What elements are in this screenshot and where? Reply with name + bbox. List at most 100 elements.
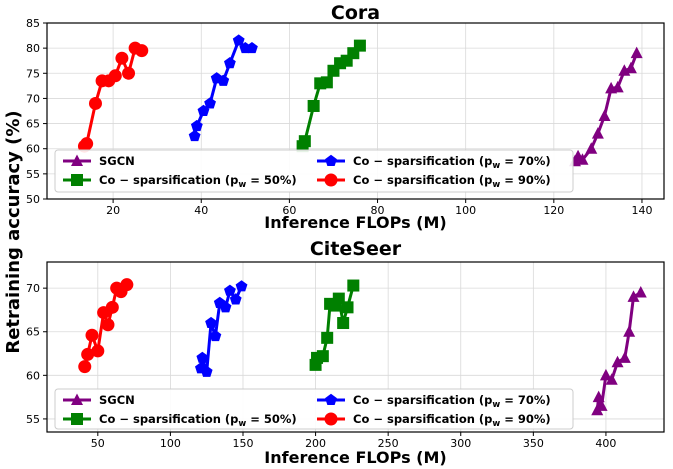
data-point: [627, 290, 640, 302]
data-point: [122, 66, 136, 80]
legend: SGCN Co − sparsification (pw = 70%) Co − s…: [54, 149, 574, 193]
data-point: [85, 328, 99, 342]
legend-label: Co − sparsification (pw = 90%): [353, 173, 551, 190]
legend-label: Co − sparsification (pw = 50%): [99, 412, 297, 429]
legend-box: [54, 149, 574, 193]
data-point: [108, 69, 122, 83]
series-triangle: [568, 46, 643, 167]
y-tick-label: 75: [26, 67, 40, 80]
x-tick-label: 150: [232, 437, 253, 450]
x-tick-label: 350: [523, 437, 544, 450]
series-triangle: [591, 286, 647, 416]
data-point: [196, 351, 209, 363]
data-point: [591, 127, 604, 139]
chart-title: Cora: [331, 2, 380, 24]
legend-label: Co − sparsification (pw = 90%): [353, 412, 551, 429]
data-point: [605, 373, 618, 385]
data-point: [246, 41, 258, 54]
x-axis-label: Inference FLOPs (M): [264, 448, 446, 467]
y-axis-label: Retraining accuracy (%): [3, 110, 24, 353]
legend-label: Co − sparsification (pw = 70%): [353, 393, 551, 410]
data-point: [634, 286, 647, 298]
data-point: [101, 318, 115, 332]
x-tick-label: 50: [91, 437, 105, 450]
y-tick-label: 65: [26, 118, 40, 131]
y-tick-label: 80: [26, 42, 40, 55]
legend-label: SGCN: [99, 393, 135, 407]
y-tick-label: 55: [26, 168, 40, 181]
data-point: [623, 325, 636, 337]
data-point: [599, 368, 612, 381]
y-tick-label: 65: [26, 326, 40, 339]
data-point: [135, 44, 149, 58]
data-point: [235, 280, 248, 292]
legend-entry: Co − sparsification (pw = 70%): [317, 154, 551, 171]
legend-marker: [71, 174, 83, 186]
data-point: [321, 331, 334, 344]
x-tick-label: 250: [378, 437, 399, 450]
x-tick-label: 100: [160, 437, 181, 450]
series-circle: [78, 278, 134, 374]
series-square: [296, 39, 366, 153]
data-point: [88, 96, 102, 110]
legend-entry: Co − sparsification (pw = 90%): [317, 412, 551, 429]
data-point: [80, 137, 94, 151]
x-tick-label: 20: [106, 204, 120, 217]
data-point: [298, 135, 311, 148]
legend-label: Co − sparsification (pw = 50%): [99, 173, 297, 190]
chart-title: CiteSeer: [310, 238, 402, 260]
x-tick-label: 40: [194, 204, 208, 217]
legend-label: SGCN: [99, 154, 135, 168]
data-point: [618, 351, 631, 363]
legend-box: [54, 388, 574, 430]
data-point: [105, 300, 119, 314]
y-tick-label: 60: [26, 369, 40, 382]
x-tick-label: 200: [305, 437, 326, 450]
data-point: [316, 350, 329, 363]
legend-entry: Co − sparsification (pw = 90%): [317, 173, 551, 190]
y-tick-label: 55: [26, 413, 40, 426]
data-point: [630, 46, 643, 59]
data-point: [624, 61, 637, 74]
data-point: [341, 301, 354, 314]
x-tick-label: 120: [543, 204, 564, 217]
legend: SGCN Co − sparsification (pw = 70%) Co − s…: [54, 388, 574, 430]
y-tick-label: 85: [26, 17, 40, 30]
series-line: [595, 291, 642, 411]
data-point: [353, 39, 366, 52]
data-point: [232, 34, 245, 46]
data-point: [78, 360, 92, 374]
legend-marker: [325, 393, 337, 406]
data-point: [320, 76, 333, 89]
cora-panel: 20 40 60 80 100 120 140 50 55 60 65 70 75 80 85 Cora Inf…: [26, 2, 665, 232]
data-point: [190, 119, 203, 132]
y-tick-label: 70: [26, 92, 40, 105]
data-point: [204, 97, 216, 109]
data-point: [585, 142, 598, 154]
x-tick-label: 140: [631, 204, 652, 217]
legend-entry: Co − sparsification (pw = 50%): [63, 412, 297, 429]
x-tick-label: 60: [282, 204, 296, 217]
data-point: [307, 99, 320, 112]
legend-marker: [71, 154, 83, 166]
data-point: [598, 109, 611, 122]
data-point: [337, 317, 350, 330]
x-axis-label: Inference FLOPs (M): [264, 213, 446, 232]
x-tick-label: 100: [455, 204, 476, 217]
data-point: [229, 293, 242, 305]
data-point: [115, 51, 129, 65]
plot-frame: [46, 22, 665, 200]
series-pentagon: [188, 34, 258, 142]
data-point: [592, 390, 605, 403]
series-line: [193, 39, 252, 137]
legend-entry: SGCN: [63, 393, 135, 407]
x-tick-label: 300: [450, 437, 471, 450]
data-point: [81, 347, 95, 361]
data-point: [576, 153, 589, 165]
citeseer-panel: 50 100 150 200 250 300 350 400 55 60 65 70 CiteSeer I…: [26, 238, 665, 467]
legend-marker: [71, 413, 83, 425]
data-point: [91, 344, 105, 358]
data-point: [224, 284, 236, 296]
legend-entry: SGCN: [63, 154, 135, 168]
